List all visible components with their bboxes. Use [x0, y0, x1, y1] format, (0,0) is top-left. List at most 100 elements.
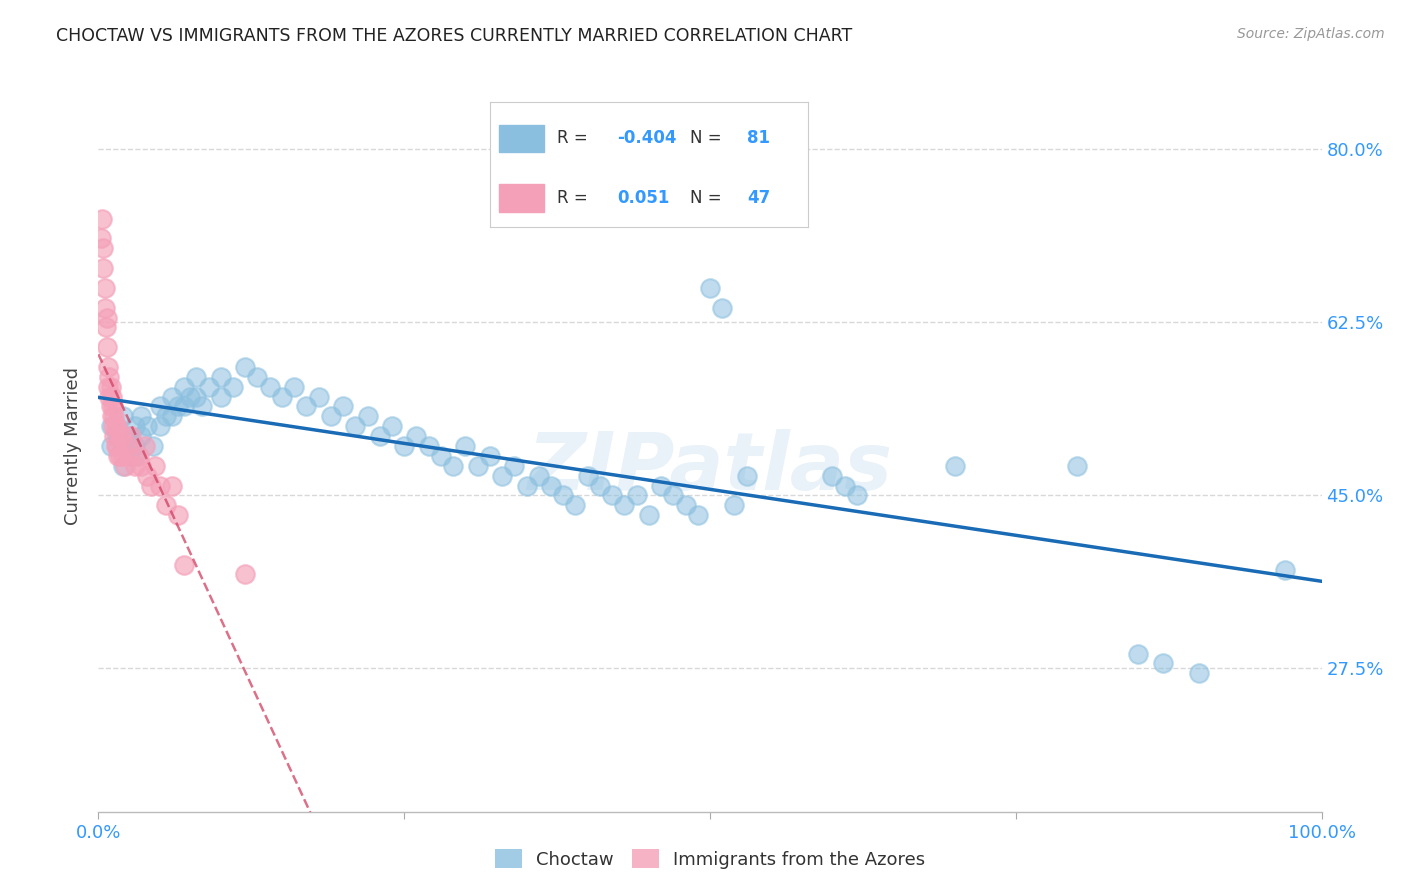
- Point: [699, 281, 721, 295]
- Point: [308, 390, 330, 404]
- Point: [114, 458, 136, 473]
- Text: Source: ZipAtlas.com: Source: ZipAtlas.com: [1237, 27, 1385, 41]
- Point: [93, 301, 115, 315]
- Point: [111, 458, 134, 473]
- Point: [491, 468, 513, 483]
- Text: ZIPatlas: ZIPatlas: [527, 429, 893, 507]
- Point: [97, 359, 120, 374]
- Point: [100, 400, 122, 414]
- Point: [540, 478, 562, 492]
- Point: [167, 508, 190, 523]
- Point: [270, 390, 294, 404]
- Point: [111, 449, 134, 463]
- Point: [98, 369, 121, 384]
- Point: [222, 380, 245, 394]
- Point: [1188, 666, 1211, 681]
- Point: [139, 478, 162, 492]
- Point: [107, 449, 129, 463]
- Point: [129, 409, 152, 424]
- Point: [104, 439, 127, 453]
- Point: [97, 380, 120, 394]
- Point: [295, 400, 318, 414]
- Point: [105, 419, 128, 434]
- Point: [179, 390, 201, 404]
- Point: [1128, 647, 1150, 661]
- Point: [96, 310, 118, 325]
- Point: [186, 390, 208, 404]
- Point: [101, 419, 124, 434]
- Point: [173, 400, 195, 414]
- Point: [478, 449, 501, 463]
- Point: [124, 449, 146, 463]
- Point: [103, 409, 125, 424]
- Point: [167, 400, 190, 414]
- Point: [91, 261, 114, 276]
- Point: [111, 439, 134, 453]
- Point: [115, 439, 138, 453]
- Point: [637, 508, 661, 523]
- Point: [576, 468, 599, 483]
- Point: [613, 498, 636, 512]
- Point: [650, 478, 672, 492]
- Point: [160, 390, 183, 404]
- Point: [100, 439, 122, 453]
- Point: [821, 468, 844, 483]
- Point: [430, 449, 453, 463]
- Point: [845, 488, 868, 502]
- Text: CHOCTAW VS IMMIGRANTS FROM THE AZORES CURRENTLY MARRIED CORRELATION CHART: CHOCTAW VS IMMIGRANTS FROM THE AZORES CU…: [56, 27, 852, 45]
- Point: [405, 429, 427, 443]
- Point: [118, 449, 141, 463]
- Point: [124, 419, 146, 434]
- Point: [441, 458, 464, 473]
- Point: [173, 380, 195, 394]
- Point: [515, 478, 537, 492]
- Point: [100, 380, 122, 394]
- Point: [564, 498, 586, 512]
- Point: [356, 409, 378, 424]
- Point: [91, 241, 114, 255]
- Point: [723, 498, 745, 512]
- Point: [105, 429, 128, 443]
- Point: [124, 458, 146, 473]
- Point: [96, 340, 118, 354]
- Point: [136, 419, 159, 434]
- Point: [155, 498, 177, 512]
- Legend: Choctaw, Immigrants from the Azores: Choctaw, Immigrants from the Azores: [488, 842, 932, 876]
- Point: [332, 400, 354, 414]
- Point: [186, 369, 208, 384]
- Point: [527, 468, 550, 483]
- Point: [344, 419, 367, 434]
- Point: [233, 567, 256, 582]
- Point: [103, 429, 125, 443]
- Point: [104, 419, 127, 434]
- Point: [136, 468, 159, 483]
- Point: [98, 390, 121, 404]
- Point: [149, 478, 172, 492]
- Point: [283, 380, 305, 394]
- Point: [259, 380, 281, 394]
- Point: [93, 281, 115, 295]
- Point: [197, 380, 219, 394]
- Point: [142, 439, 165, 453]
- Point: [675, 498, 697, 512]
- Point: [1066, 458, 1088, 473]
- Point: [381, 419, 404, 434]
- Point: [662, 488, 685, 502]
- Point: [110, 449, 132, 463]
- Point: [246, 369, 269, 384]
- Point: [392, 439, 416, 453]
- Point: [209, 369, 232, 384]
- Point: [467, 458, 489, 473]
- Point: [108, 429, 131, 443]
- Point: [160, 478, 183, 492]
- Point: [94, 320, 117, 334]
- Point: [155, 409, 177, 424]
- Point: [124, 439, 146, 453]
- Point: [233, 359, 256, 374]
- Point: [143, 458, 166, 473]
- Point: [626, 488, 648, 502]
- Point: [319, 409, 342, 424]
- Point: [101, 390, 124, 404]
- Point: [111, 429, 134, 443]
- Point: [149, 400, 172, 414]
